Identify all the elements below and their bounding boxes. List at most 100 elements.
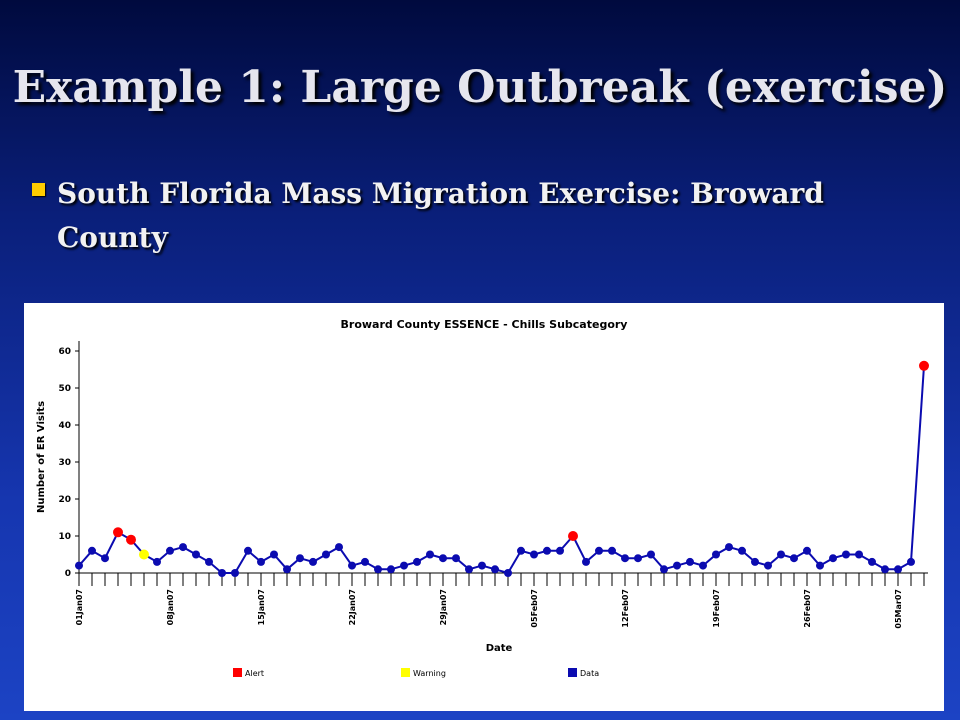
x-tick-label: 05Feb07	[530, 589, 539, 628]
data-point-data	[465, 565, 473, 574]
y-tick-label: 30	[58, 458, 71, 468]
data-point-data	[517, 546, 525, 555]
x-tick-label: 15Jan07	[257, 589, 266, 625]
data-point-data	[153, 557, 161, 566]
data-point-data	[205, 557, 213, 566]
data-point-data	[582, 557, 590, 566]
x-tick-label: 05Mar07	[894, 589, 903, 629]
data-point-data	[88, 546, 96, 555]
data-point-alert	[113, 527, 123, 538]
data-point-data	[881, 565, 889, 574]
data-point-data	[75, 561, 83, 570]
chart-svg: Broward County ESSENCE - Chills Subcateg…	[36, 318, 929, 678]
data-point-alert	[568, 531, 578, 541]
data-point-data	[751, 557, 759, 566]
data-point-data	[608, 546, 616, 555]
data-point-data	[595, 546, 603, 555]
data-point-data	[543, 546, 551, 555]
data-point-data	[335, 543, 343, 552]
data-point-data	[452, 554, 460, 563]
chart-title: Broward County ESSENCE - Chills Subcateg…	[341, 318, 628, 331]
data-point-data	[400, 561, 408, 570]
legend-label-alert: Alert	[245, 669, 264, 678]
data-point-data	[621, 554, 629, 563]
data-point-data	[166, 546, 174, 555]
data-point-data	[530, 550, 538, 559]
x-axis-label: Date	[486, 643, 513, 654]
legend: Alert Warning Data	[233, 668, 599, 678]
data-point-data	[673, 561, 681, 570]
data-point-data	[309, 557, 317, 566]
y-tick-label: 50	[58, 384, 71, 394]
legend-swatch-alert	[233, 668, 242, 677]
data-point-data	[842, 550, 850, 559]
data-point-data	[322, 550, 330, 559]
data-point-data	[426, 550, 434, 559]
data-point-data	[283, 565, 291, 574]
data-point-data	[829, 554, 837, 563]
slide-title: Example 1: Large Outbreak (exercise)	[12, 62, 948, 113]
bullet-item: South Florida Mass Migration Exercise: B…	[32, 172, 892, 260]
data-point-data	[439, 554, 447, 563]
x-tick-label: 26Feb07	[803, 589, 812, 628]
legend-swatch-data	[568, 668, 577, 677]
data-point-data	[634, 554, 642, 563]
data-point-data	[231, 569, 239, 577]
data-point-data	[855, 550, 863, 559]
data-point-data	[699, 561, 707, 570]
y-tick-label: 10	[58, 532, 71, 542]
bullet-text: South Florida Mass Migration Exercise: B…	[57, 177, 824, 254]
series-line	[78, 365, 925, 575]
x-tick-label: 08Jan07	[166, 589, 175, 625]
data-point-data	[192, 550, 200, 559]
data-point-data	[387, 565, 395, 574]
data-point-data	[868, 557, 876, 566]
x-tick-label: 29Jan07	[439, 589, 448, 625]
y-tick-label: 60	[58, 347, 71, 357]
data-point-data	[374, 565, 382, 574]
data-point-data	[413, 557, 421, 566]
data-point-data	[101, 554, 109, 563]
data-point-data	[803, 546, 811, 555]
data-point-data	[738, 546, 746, 555]
data-point-data	[712, 550, 720, 559]
bullet-square-icon	[32, 183, 45, 196]
data-point-data	[764, 561, 772, 570]
data-point-data	[244, 546, 252, 555]
data-point-data	[816, 561, 824, 570]
data-point-data	[270, 550, 278, 559]
data-point-data	[257, 557, 265, 566]
data-point-data	[647, 550, 655, 559]
data-point-data	[218, 569, 226, 577]
x-tick-label: 12Feb07	[621, 589, 630, 628]
data-point-data	[777, 550, 785, 559]
data-point-data	[179, 543, 187, 552]
data-point-data	[725, 543, 733, 552]
data-point-data	[348, 561, 356, 570]
y-axis-label: Number of ER Visits	[36, 401, 47, 513]
data-point-data	[504, 569, 512, 577]
data-point-alert	[126, 534, 136, 545]
legend-swatch-warning	[401, 668, 410, 677]
data-point-data	[660, 565, 668, 574]
data-point-data	[478, 561, 486, 570]
y-tick-label: 20	[58, 495, 71, 505]
data-point-alert	[919, 360, 929, 371]
data-point-data	[556, 546, 564, 555]
y-tick-label: 40	[58, 421, 71, 431]
data-point-data	[907, 557, 915, 566]
x-tick-label: 19Feb07	[712, 589, 721, 628]
data-point-data	[894, 565, 902, 574]
data-point-data	[296, 554, 304, 563]
legend-label-data: Data	[580, 669, 599, 678]
data-point-data	[790, 554, 798, 563]
data-point-warning	[139, 549, 149, 560]
data-point-data	[686, 557, 694, 566]
x-tick-label: 22Jan07	[348, 589, 357, 625]
legend-label-warning: Warning	[413, 669, 446, 678]
chart-panel: Broward County ESSENCE - Chills Subcateg…	[24, 303, 944, 711]
x-tick-label: 01Jan07	[75, 589, 84, 625]
data-point-data	[491, 565, 499, 574]
y-tick-label: 0	[65, 569, 71, 579]
data-point-data	[361, 557, 369, 566]
